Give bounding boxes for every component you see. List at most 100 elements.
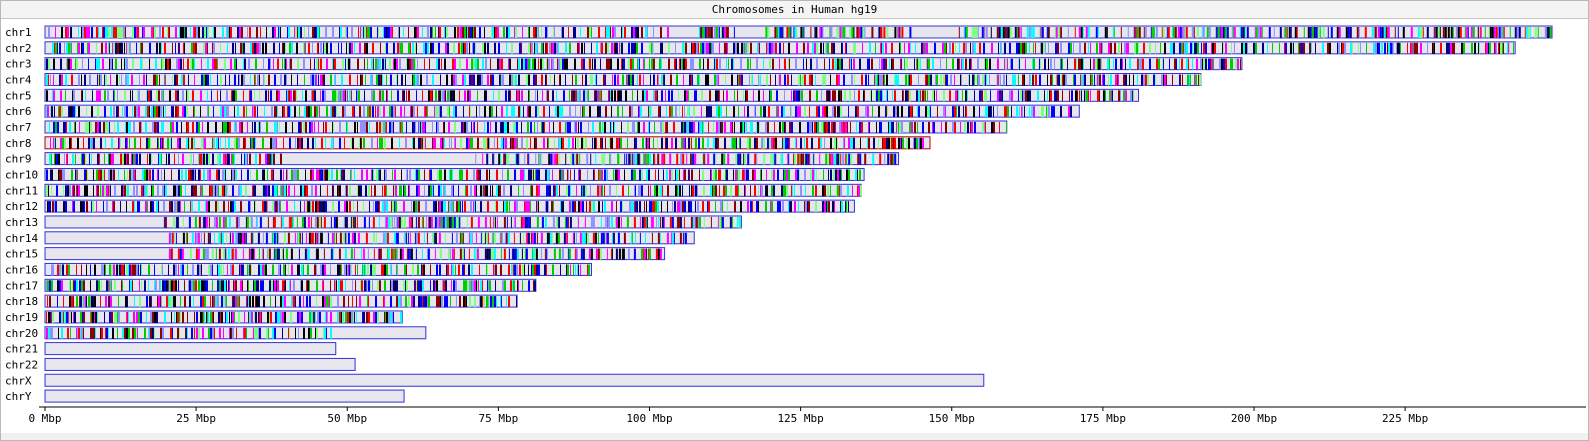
feature-mark [224,216,227,228]
feature-mark [265,153,267,165]
feature-mark [925,90,926,102]
feature-mark [450,90,452,102]
feature-mark [161,58,162,70]
feature-mark [554,42,556,54]
feature-mark [878,27,881,38]
feature-mark [231,232,234,244]
feature-mark [320,185,321,197]
feature-mark [190,58,192,70]
feature-mark [384,232,387,244]
feature-mark [65,90,66,102]
feature-mark [203,137,204,149]
feature-mark [410,42,411,54]
feature-mark [267,201,268,213]
feature-mark [382,74,383,86]
feature-mark [457,216,459,228]
feature-mark [469,74,471,86]
feature-mark [1020,27,1022,38]
feature-mark [104,106,106,118]
feature-mark [350,248,353,260]
feature-mark [217,90,218,102]
feature-mark [115,58,117,70]
feature-mark [89,153,90,165]
feature-mark [747,42,749,54]
feature-mark [277,201,278,213]
feature-mark [509,201,510,213]
feature-mark [715,185,716,197]
feature-mark [1129,74,1130,86]
feature-mark [1048,58,1049,70]
feature-mark [563,169,564,181]
feature-mark [344,137,345,149]
feature-mark [1434,42,1435,54]
feature-mark [212,42,213,54]
feature-mark [1155,42,1156,54]
feature-mark [482,58,484,70]
feature-mark [256,27,258,38]
feature-mark [1033,106,1035,118]
feature-mark [830,27,833,38]
feature-mark [94,296,96,308]
feature-mark [1059,74,1060,86]
feature-mark [230,58,232,70]
feature-mark [596,74,597,86]
feature-mark [132,280,133,292]
feature-mark [95,121,97,133]
feature-mark [344,106,346,118]
feature-mark [338,280,340,292]
feature-mark [262,280,264,292]
feature-mark [487,121,489,133]
feature-mark [66,58,67,70]
feature-mark [279,201,280,213]
feature-mark [649,121,650,133]
feature-mark [524,201,525,213]
feature-mark [916,90,918,102]
feature-mark [692,74,693,86]
feature-mark [662,42,663,54]
feature-mark [603,121,604,133]
feature-mark [949,42,951,54]
feature-mark [339,185,341,197]
feature-mark [590,185,591,197]
feature-mark [966,106,967,118]
feature-mark [1547,27,1550,38]
feature-mark [657,74,658,86]
feature-mark [706,27,708,38]
feature-mark [659,216,661,228]
feature-mark [502,74,504,86]
feature-mark [738,169,739,181]
feature-mark [247,264,248,276]
feature-mark [882,90,883,102]
feature-mark [799,153,801,165]
feature-mark [781,106,782,118]
feature-mark [212,264,213,276]
feature-mark [694,90,695,102]
feature-mark [681,121,683,133]
feature-mark [243,58,244,70]
feature-mark [743,121,744,133]
feature-mark [571,90,573,102]
feature-mark [241,27,243,38]
feature-mark [686,153,688,165]
feature-mark [78,74,80,86]
feature-mark [104,74,105,86]
feature-mark [473,42,475,54]
feature-mark [553,185,555,197]
feature-mark [251,137,253,149]
feature-mark [1014,27,1017,38]
feature-mark [799,121,801,133]
feature-mark [916,58,917,70]
feature-mark [441,90,442,102]
feature-mark [628,42,630,54]
feature-mark [1219,58,1221,70]
feature-mark [1163,74,1164,86]
feature-mark [742,169,744,181]
feature-mark [215,201,217,213]
feature-mark [491,232,493,244]
feature-mark [270,137,272,149]
feature-mark [250,169,251,181]
feature-mark [627,137,628,149]
feature-mark [1479,27,1481,38]
feature-mark [601,185,602,197]
feature-mark [410,216,412,228]
